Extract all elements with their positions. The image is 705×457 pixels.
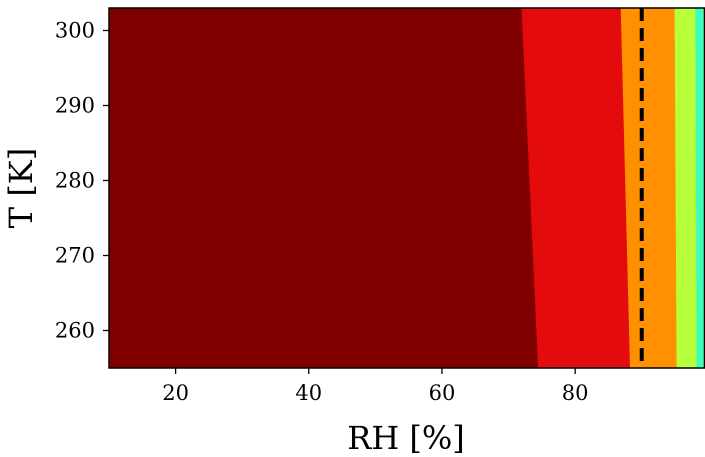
y-tick-label: 260 [55,319,95,343]
y-tick-label: 290 [55,94,95,118]
x-tick-label: 20 [162,381,189,405]
y-tick-label: 270 [55,244,95,268]
x-tick-label: 40 [295,381,322,405]
contour-region-1 [108,7,539,369]
x-axis-title: RH [%] [347,419,465,457]
x-axis-ticks: 20 40 60 80 [162,368,589,405]
contour-region-2 [521,7,631,369]
x-tick-label: 80 [562,381,589,405]
contour-regions [108,7,705,369]
y-tick-label: 280 [55,169,95,193]
y-tick-label: 300 [55,19,95,43]
contour-region-4 [674,7,698,369]
y-axis-title: T [K] [2,148,40,228]
x-tick-label: 60 [429,381,456,405]
y-axis-ticks: 260 270 280 290 300 [55,19,109,343]
contour-region-3 [620,7,678,369]
contour-region-5 [695,7,705,369]
